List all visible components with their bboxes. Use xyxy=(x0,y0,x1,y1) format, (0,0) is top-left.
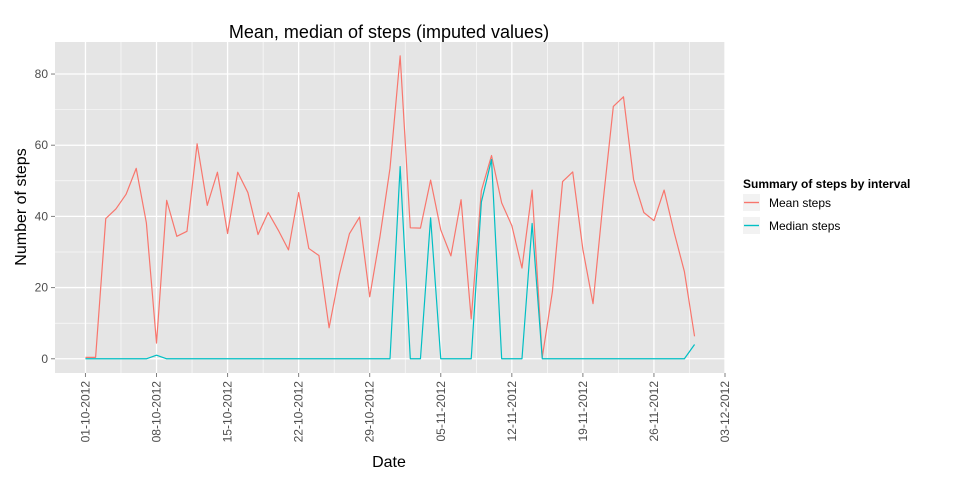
grid-layer xyxy=(55,42,726,373)
x-axis-title: Date xyxy=(372,454,406,471)
legend-label: Median steps xyxy=(769,219,840,233)
series-line-median-steps xyxy=(85,158,696,360)
series-line-mean-steps xyxy=(85,55,696,358)
x-tick-label: 19-11-2012 xyxy=(576,381,590,442)
y-tick-label: 60 xyxy=(35,138,49,152)
x-tick-label: 29-10-2012 xyxy=(363,381,377,443)
legend: Summary of steps by interval Mean stepsM… xyxy=(743,177,910,234)
y-tick-label: 0 xyxy=(41,352,48,366)
legend-label: Mean steps xyxy=(769,196,831,210)
x-tick-label: 15-10-2012 xyxy=(221,381,235,443)
legend-title: Summary of steps by interval xyxy=(743,177,910,191)
series-layer xyxy=(85,55,696,360)
x-tick-label: 26-11-2012 xyxy=(647,381,661,442)
x-tick-label: 12-11-2012 xyxy=(505,381,519,442)
chart-title: Mean, median of steps (imputed values) xyxy=(229,22,549,42)
y-tick-label: 80 xyxy=(35,67,49,81)
y-tick-label: 40 xyxy=(35,209,49,223)
x-axis-ticks: 01-10-2012 08-10-2012 15-10-2012 22-10-2012… xyxy=(78,373,732,442)
x-tick-label: 22-10-2012 xyxy=(292,381,306,443)
y-tick-label: 20 xyxy=(35,281,49,295)
x-tick-label: 05-11-2012 xyxy=(434,381,448,442)
legend-entries: Mean steps Median steps xyxy=(743,194,840,234)
x-tick-label: 08-10-2012 xyxy=(150,381,164,443)
y-axis-title: Number of steps xyxy=(13,148,30,265)
x-tick-label: 03-12-2012 xyxy=(718,381,732,443)
y-axis-ticks: 0 20 40 60 80 xyxy=(35,67,55,366)
x-tick-label: 01-10-2012 xyxy=(78,381,92,443)
